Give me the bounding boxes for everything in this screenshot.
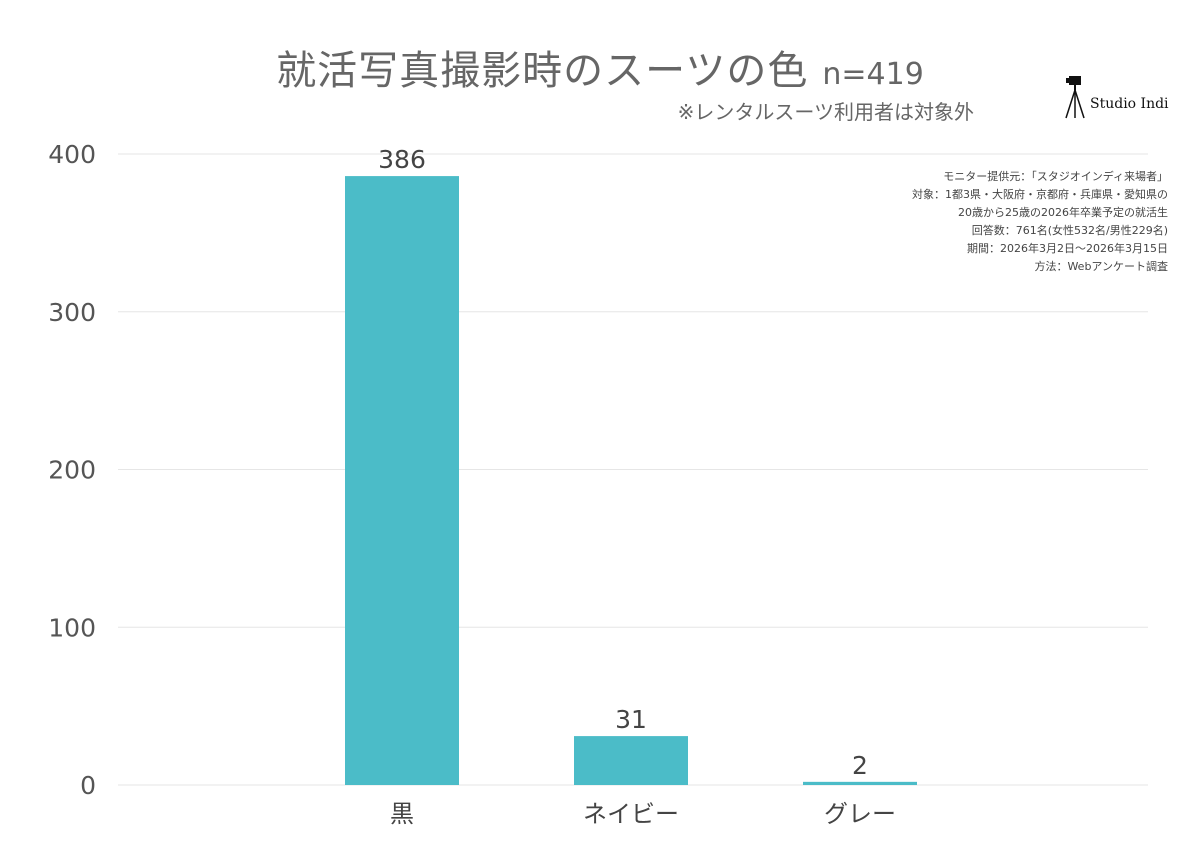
note-line: 回答数：761名(女性532名/男性229名) xyxy=(971,224,1168,237)
x-tick-label: ネイビー xyxy=(583,800,679,828)
y-tick-label: 200 xyxy=(48,456,96,485)
grid-lines xyxy=(118,153,1148,786)
y-axis-ticks: 0 100 200 300 400 xyxy=(48,140,96,800)
sample-size-label: n=419 xyxy=(822,57,924,92)
bar xyxy=(574,736,688,785)
survey-notes: モニター提供元：「スタジオインディ来場者」 対象：1都3県・大阪府・京都府・兵庫… xyxy=(912,168,1168,276)
x-axis-ticks: 黒 ネイビー グレー xyxy=(390,800,896,828)
chart-subtitle: ※レンタルスーツ利用者は対象外 xyxy=(677,100,974,124)
bars xyxy=(345,176,917,785)
note-line: 20歳から25歳の2026年卒業予定の就活生 xyxy=(958,206,1168,219)
chart-title: 就活写真撮影時のスーツの色 xyxy=(276,48,809,94)
y-tick-label: 400 xyxy=(48,140,96,169)
data-label: 2 xyxy=(852,751,868,780)
data-labels: 386 31 2 xyxy=(378,145,868,780)
x-tick-label: グレー xyxy=(824,800,896,828)
studio-logo: Studio Indi xyxy=(1064,74,1169,120)
data-label: 386 xyxy=(378,145,426,174)
y-tick-label: 300 xyxy=(48,298,96,327)
data-label: 31 xyxy=(615,705,647,734)
note-line: 期間：2026年3月2日〜2026年3月15日 xyxy=(967,242,1168,255)
bar xyxy=(803,781,917,785)
y-tick-label: 0 xyxy=(80,771,96,800)
camera-tripod-icon xyxy=(1065,76,1085,119)
note-line: 対象：1都3県・大阪府・京都府・兵庫県・愛知県の xyxy=(912,188,1168,201)
logo-text: Studio Indi xyxy=(1090,96,1169,112)
note-line: モニター提供元：「スタジオインディ来場者」 xyxy=(943,170,1168,183)
y-tick-label: 100 xyxy=(48,613,96,642)
chart-title-block: 就活写真撮影時のスーツの色 n=419 xyxy=(0,38,1200,96)
bar xyxy=(345,176,459,785)
note-line: 方法：Webアンケート調査 xyxy=(1034,260,1168,273)
x-tick-label: 黒 xyxy=(390,800,414,828)
